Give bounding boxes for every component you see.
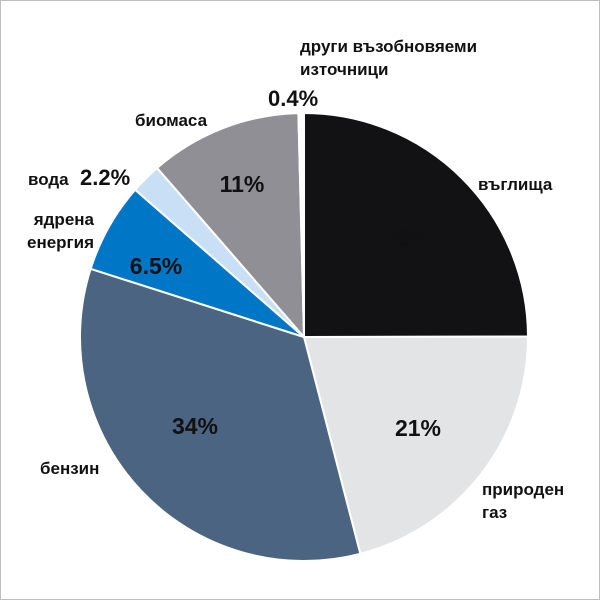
slice-label-natural-gas-line1: природен <box>482 480 564 499</box>
slice-label-coal: въглища <box>478 175 553 194</box>
slice-label-biomass: биомаса <box>135 111 208 130</box>
pie-slice-gasoline <box>79 267 362 562</box>
pie-slice-other-renewables <box>297 111 305 338</box>
slice-label-gasoline: бензин <box>40 459 99 478</box>
slice-value-biomass: 11% <box>220 171 265 197</box>
slice-label-nuclear-line1: ядрена <box>33 210 95 229</box>
pie-slices <box>79 111 530 562</box>
pie-slice-natural-gas <box>302 335 530 556</box>
slice-value-water: 2.2% <box>80 165 130 190</box>
slice-value-nuclear: 6.5% <box>130 253 182 279</box>
slice-label-other-renewables-line1: други възобновяеми <box>300 37 477 56</box>
slice-label-other-renewables-line2: източници <box>300 60 388 79</box>
slice-value-gasoline: 34% <box>172 413 218 439</box>
slice-label-water: вода <box>28 170 69 189</box>
slice-value-natural-gas: 21% <box>395 415 441 441</box>
slice-label-natural-gas-line2: газ <box>482 503 507 522</box>
pie-slice-coal <box>303 111 530 339</box>
slice-label-nuclear-line2: енергия <box>27 233 94 252</box>
slice-value-coal: 25% <box>385 225 431 251</box>
slice-value-other-renewables: 0.4% <box>268 86 318 111</box>
pie-labels: въглища 25% природен газ 21% бензин 34% … <box>27 37 564 522</box>
pie-slice-biomass <box>155 112 306 340</box>
